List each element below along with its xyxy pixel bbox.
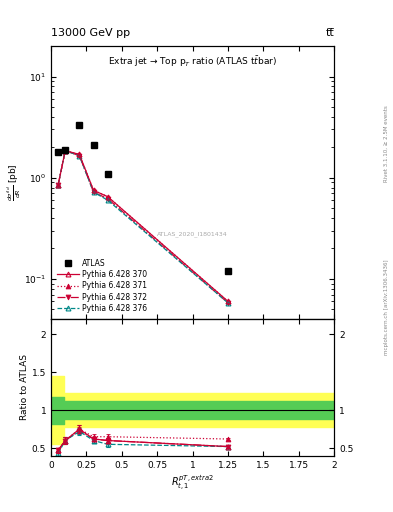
Y-axis label: $\frac{d\sigma^{fid}}{dR}$ [pb]: $\frac{d\sigma^{fid}}{dR}$ [pb] [5, 164, 22, 201]
ATLAS [63, 146, 68, 153]
Text: Rivet 3.1.10, ≥ 2.5M events: Rivet 3.1.10, ≥ 2.5M events [384, 105, 389, 182]
Pythia 6.428 370 [77, 152, 82, 158]
Pythia 6.428 376 [91, 189, 96, 195]
Text: ATLAS_2020_I1801434: ATLAS_2020_I1801434 [157, 231, 228, 237]
ATLAS [91, 142, 96, 148]
Pythia 6.428 376 [63, 147, 68, 154]
Pythia 6.428 371 [105, 194, 110, 200]
Line: Pythia 6.428 371: Pythia 6.428 371 [56, 148, 230, 304]
Pythia 6.428 372 [77, 153, 82, 159]
Pythia 6.428 372 [91, 189, 96, 195]
Pythia 6.428 372 [226, 300, 230, 306]
Text: Extra jet → Top p$_T$ ratio (ATLAS t$\bar{t}$bar): Extra jet → Top p$_T$ ratio (ATLAS t$\ba… [108, 54, 277, 69]
Pythia 6.428 370 [63, 147, 68, 154]
ATLAS [226, 268, 230, 274]
Line: Pythia 6.428 372: Pythia 6.428 372 [56, 148, 230, 305]
Line: Pythia 6.428 376: Pythia 6.428 376 [56, 148, 230, 305]
Text: tt̅: tt̅ [325, 28, 334, 38]
Pythia 6.428 371 [56, 182, 61, 188]
Text: 13000 GeV pp: 13000 GeV pp [51, 28, 130, 38]
Pythia 6.428 376 [226, 300, 230, 306]
Legend: ATLAS, Pythia 6.428 370, Pythia 6.428 371, Pythia 6.428 372, Pythia 6.428 376: ATLAS, Pythia 6.428 370, Pythia 6.428 37… [55, 257, 149, 315]
ATLAS [77, 122, 82, 129]
Pythia 6.428 376 [56, 182, 61, 188]
ATLAS [105, 170, 110, 177]
Y-axis label: Ratio to ATLAS: Ratio to ATLAS [20, 354, 29, 420]
Pythia 6.428 370 [91, 187, 96, 194]
Pythia 6.428 370 [56, 182, 61, 188]
Pythia 6.428 376 [105, 197, 110, 203]
Pythia 6.428 372 [56, 182, 61, 188]
Pythia 6.428 376 [77, 153, 82, 159]
Pythia 6.428 371 [226, 298, 230, 305]
Pythia 6.428 370 [226, 298, 230, 305]
Pythia 6.428 371 [63, 147, 68, 154]
Text: mcplots.cern.ch [arXiv:1306.3436]: mcplots.cern.ch [arXiv:1306.3436] [384, 260, 389, 355]
Pythia 6.428 372 [63, 147, 68, 154]
Pythia 6.428 371 [91, 187, 96, 194]
ATLAS [56, 149, 61, 155]
X-axis label: $R_{t,1}^{pT,extra2}$: $R_{t,1}^{pT,extra2}$ [171, 474, 214, 493]
Line: ATLAS: ATLAS [55, 122, 231, 274]
Pythia 6.428 371 [77, 152, 82, 158]
Pythia 6.428 372 [105, 196, 110, 202]
Line: Pythia 6.428 370: Pythia 6.428 370 [56, 148, 230, 304]
Pythia 6.428 370 [105, 194, 110, 200]
